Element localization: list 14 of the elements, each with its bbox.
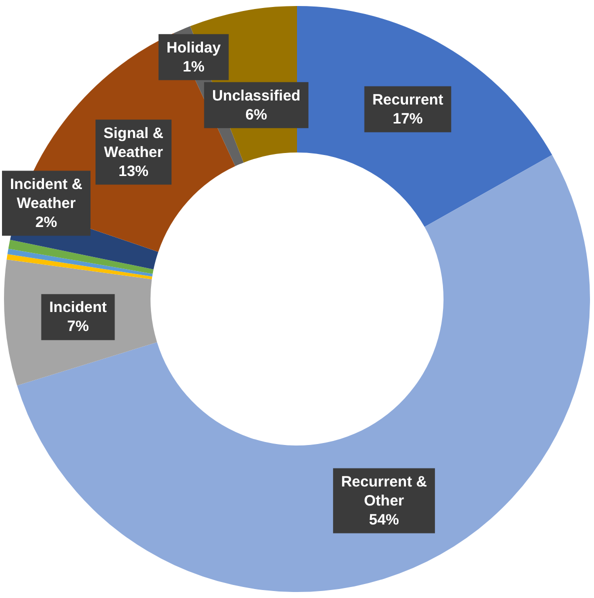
data-label: 13%	[118, 162, 149, 180]
data-label: 2%	[35, 214, 58, 231]
slice-label: Unclassified	[212, 87, 300, 104]
slice-label: Holiday	[166, 39, 222, 56]
data-label: 54%	[368, 511, 400, 528]
data-label: 1%	[182, 58, 204, 76]
slice-label: Recurrent	[372, 91, 444, 108]
slice-label: Incident & Weather	[10, 176, 83, 212]
data-label: 7%	[67, 318, 89, 336]
slice-label: Signal & Weather	[104, 124, 164, 161]
slice-label: Recurrent & Other	[341, 473, 428, 510]
data-label: 17%	[392, 110, 423, 128]
slice-label: Incident	[49, 299, 107, 316]
data-label: 6%	[245, 106, 268, 124]
